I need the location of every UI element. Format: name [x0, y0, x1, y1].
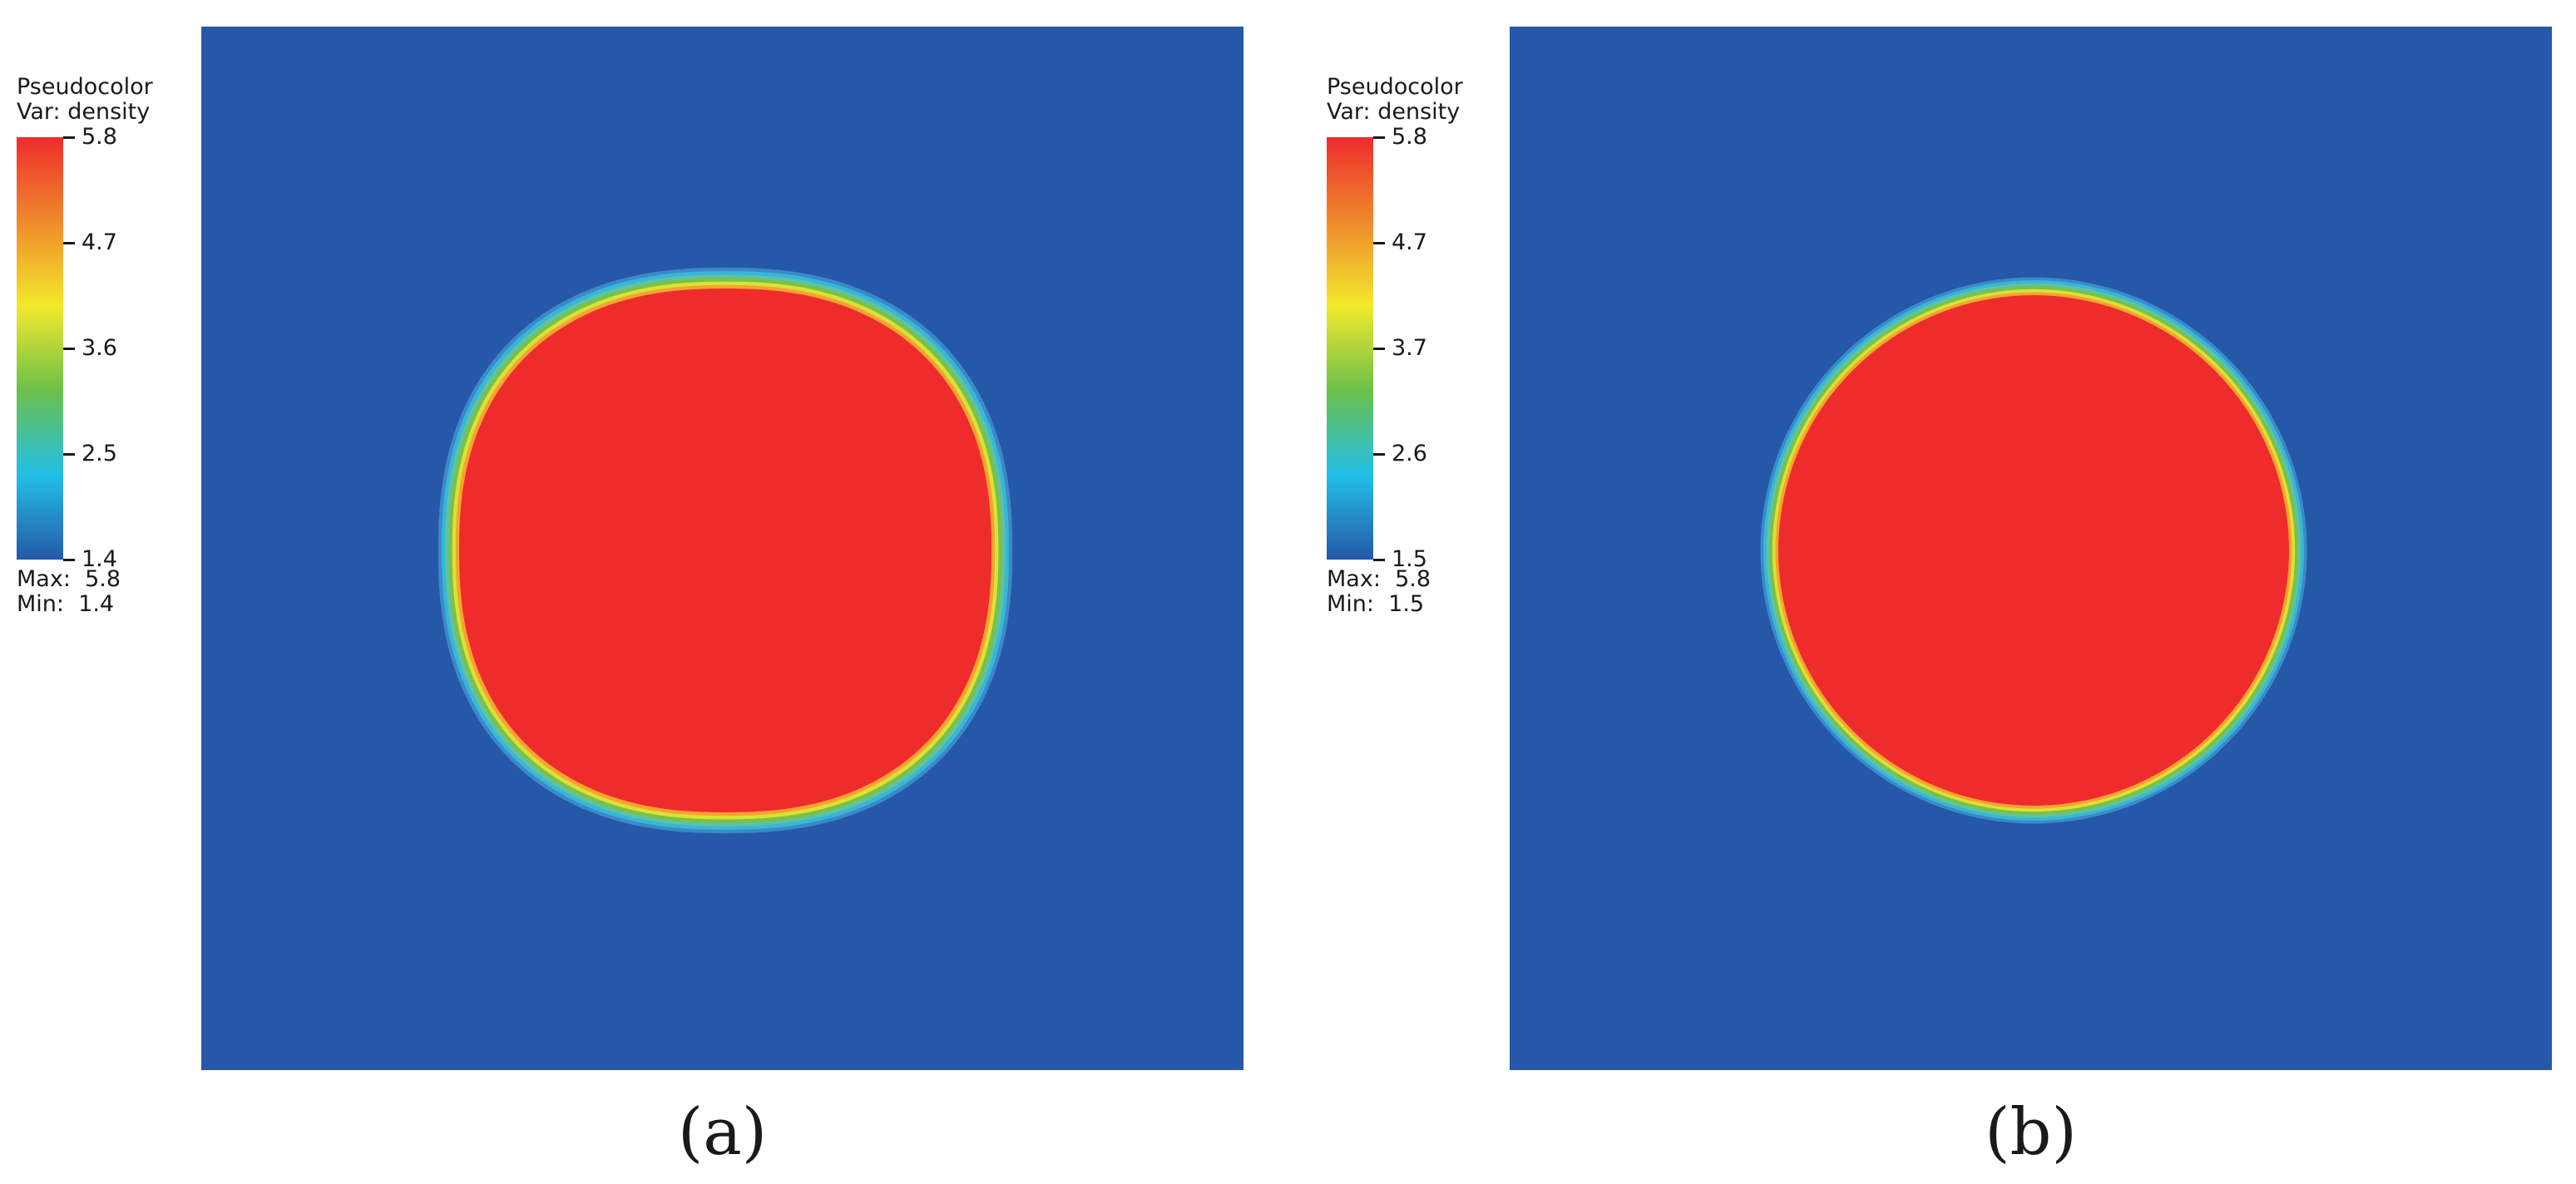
figure-panel-b: Pseudocolor Var: density 5.8 4.7 3.7 2.6… — [1310, 0, 2576, 1184]
tick-label: 4.7 — [82, 229, 117, 255]
legend-min: Min: 1.5 — [1327, 591, 1425, 617]
tick-label: 3.7 — [1392, 335, 1427, 361]
colorbar-tick: 2.6 — [1373, 442, 1427, 466]
legend-max: Max: 5.8 — [17, 566, 121, 592]
colorbar-tick: 2.5 — [63, 442, 117, 466]
density-plot — [201, 27, 1244, 1070]
panel-label: (a) — [677, 1095, 768, 1170]
tick-mark — [1373, 558, 1385, 561]
tick-label: 3.6 — [82, 335, 117, 361]
legend-title: Pseudocolor — [1327, 74, 1463, 100]
tick-label: 5.8 — [82, 124, 117, 150]
legend-title: Pseudocolor — [17, 74, 153, 100]
tick-mark — [1373, 136, 1385, 139]
panel-label: (b) — [1985, 1095, 2077, 1170]
colorbar-gradient — [1327, 137, 1373, 560]
tick-label: 5.8 — [1392, 124, 1427, 150]
colorbar-tick: 3.7 — [1373, 336, 1427, 361]
tick-label: 1.4 — [82, 546, 117, 572]
colorbar-legend: Pseudocolor Var: density 5.8 4.7 3.6 2.5… — [17, 75, 183, 640]
tick-mark — [63, 347, 75, 350]
colorbar-tick: 5.8 — [1373, 125, 1427, 150]
tick-mark — [63, 136, 75, 139]
disk-bands — [1760, 277, 2307, 824]
tick-mark — [63, 452, 75, 456]
tick-label: 2.6 — [1392, 441, 1427, 466]
legend-variable: Var: density — [1327, 99, 1461, 125]
colorbar-legend: Pseudocolor Var: density 5.8 4.7 3.7 2.6… — [1327, 75, 1493, 640]
colorbar-tick: 4.7 — [63, 230, 117, 255]
density-field — [201, 27, 1244, 1070]
colorbar-tick: 4.7 — [1373, 230, 1427, 255]
colorbar — [17, 137, 63, 560]
figure-panel-a: Pseudocolor Var: density 5.8 4.7 3.6 2.5… — [17, 27, 1244, 1170]
high-density-disk — [459, 289, 991, 812]
density-plot — [1510, 27, 2552, 1070]
colorbar-fill — [1327, 137, 1373, 560]
tick-mark — [63, 241, 75, 244]
colorbar-tick: 3.6 — [63, 336, 117, 361]
tick-mark — [1373, 452, 1385, 456]
colorbar-tick: 1.4 — [63, 547, 117, 572]
colorbar-gradient — [17, 137, 63, 560]
legend-variable: Var: density — [17, 99, 151, 125]
tick-mark — [63, 558, 75, 561]
density-field — [1510, 27, 2552, 1070]
tick-mark — [1373, 347, 1385, 350]
disk-bands — [438, 267, 1013, 834]
tick-label: 2.5 — [82, 441, 117, 466]
tick-label: 1.5 — [1392, 546, 1427, 572]
tick-label: 4.7 — [1392, 229, 1427, 255]
colorbar-tick: 5.8 — [63, 125, 117, 150]
colorbar — [1327, 137, 1373, 560]
colorbar-ticks: 5.8 4.7 3.7 2.6 1.5 — [1373, 125, 1490, 572]
legend-min: Min: 1.4 — [17, 591, 115, 617]
tick-mark — [1373, 241, 1385, 244]
legend-max: Max: 5.8 — [1327, 566, 1431, 592]
colorbar-ticks: 5.8 4.7 3.6 2.5 1.4 — [63, 125, 180, 572]
high-density-disk — [1778, 295, 2289, 806]
colorbar-fill — [17, 137, 63, 560]
colorbar-tick: 1.5 — [1373, 547, 1427, 572]
